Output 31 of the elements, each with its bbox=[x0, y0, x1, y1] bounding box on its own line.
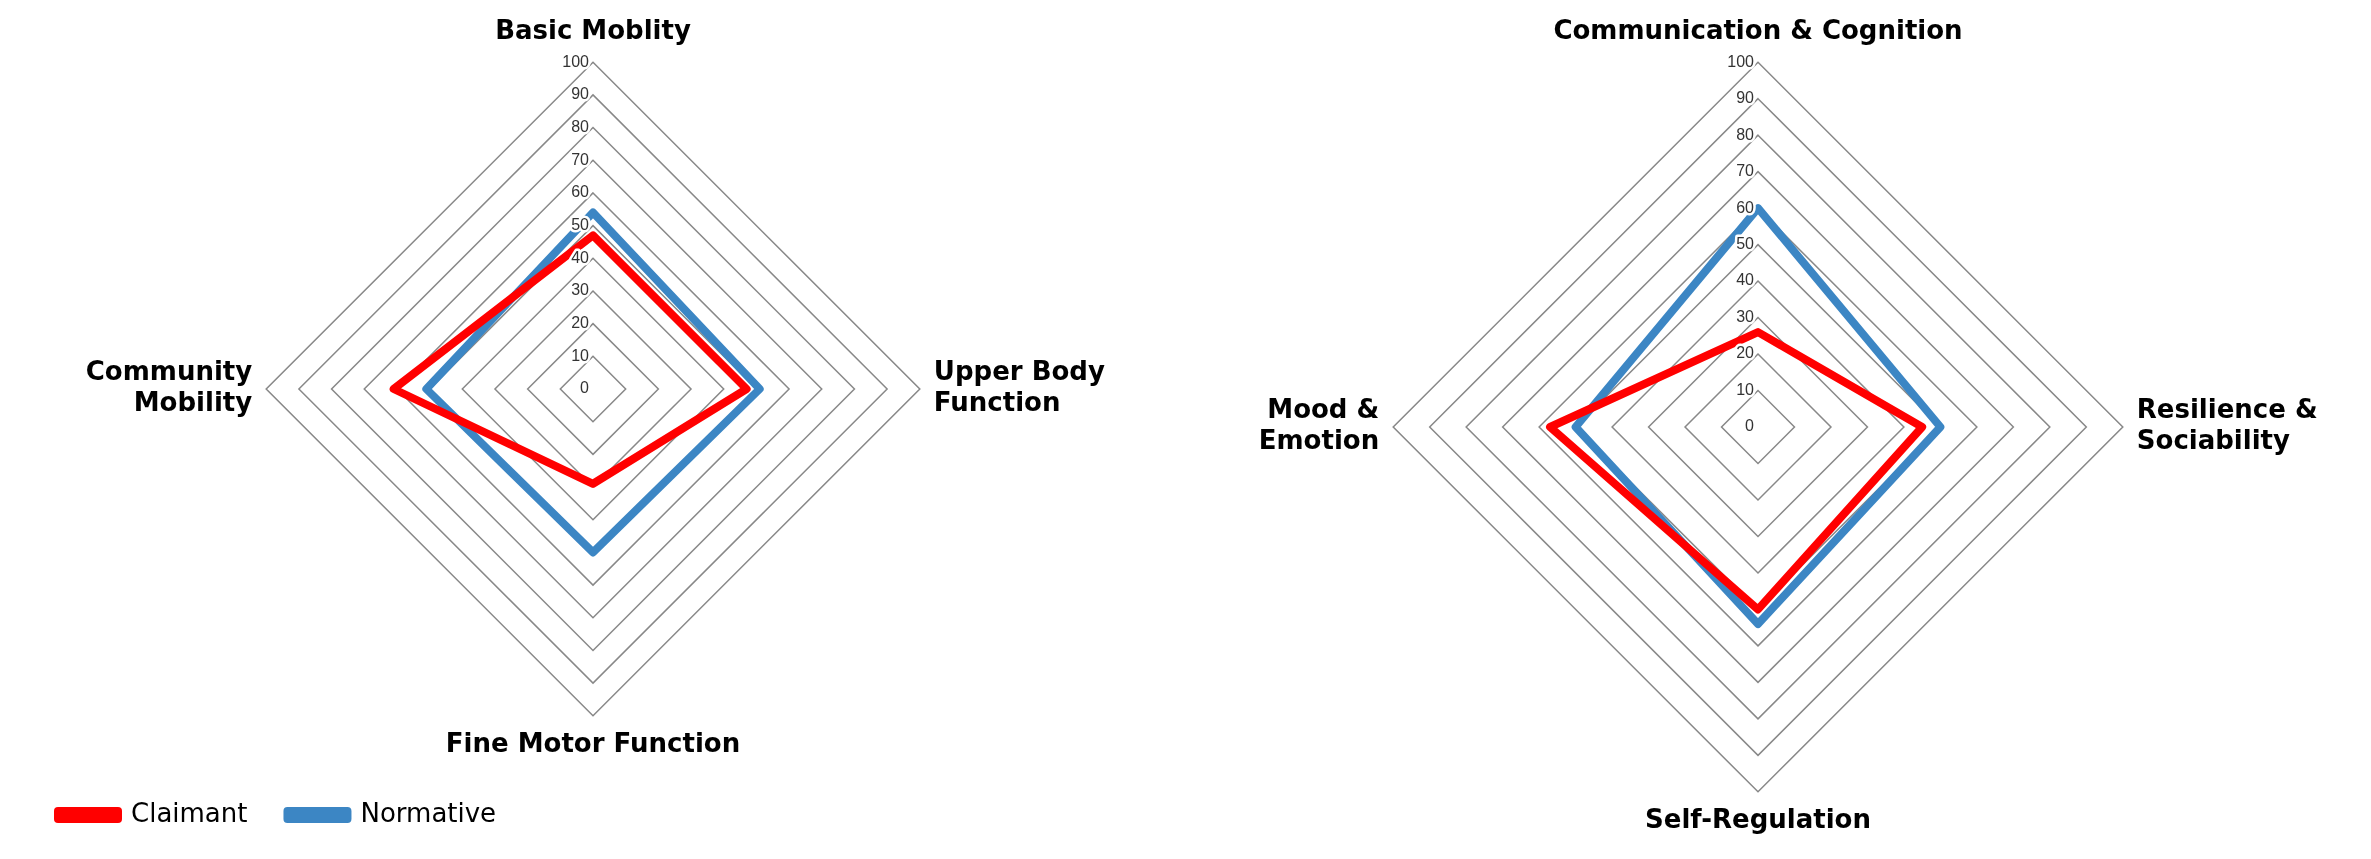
y-tick-label: 60 bbox=[1736, 198, 1755, 216]
legend-label: Normative bbox=[360, 797, 497, 828]
spoke-label: Upper Body Function bbox=[933, 356, 1105, 418]
y-tick-label: 40 bbox=[571, 248, 590, 266]
spoke-label: Mood & Emotion bbox=[1258, 394, 1380, 456]
spoke-label: Communication & Cognition bbox=[1553, 15, 1963, 46]
spoke-label: Self-Regulation bbox=[1645, 804, 1871, 835]
spoke-label: Basic Moblity bbox=[495, 15, 691, 46]
y-tick-label: 20 bbox=[1736, 344, 1755, 362]
y-tick-label: 50 bbox=[1736, 235, 1755, 253]
y-tick-label: 60 bbox=[571, 183, 590, 201]
y-tick-label: 10 bbox=[1736, 380, 1755, 398]
y-tick-label: 0 bbox=[1745, 417, 1755, 435]
y-tick-label: 10 bbox=[571, 346, 590, 364]
y-tick-label: 80 bbox=[571, 117, 590, 135]
y-tick-label: 30 bbox=[571, 281, 590, 299]
y-tick-label: 70 bbox=[571, 150, 590, 168]
y-tick-label: 80 bbox=[1736, 125, 1755, 143]
y-tick-label: 40 bbox=[1736, 271, 1755, 289]
y-tick-label: 20 bbox=[571, 314, 590, 332]
y-tick-label: 90 bbox=[571, 85, 590, 103]
spoke-label: Fine Motor Function bbox=[445, 728, 741, 759]
y-tick-label: 100 bbox=[1727, 52, 1755, 70]
legend-label: Claimant bbox=[131, 797, 248, 828]
y-tick-label: 90 bbox=[1736, 89, 1755, 107]
y-tick-label: 30 bbox=[1736, 307, 1755, 325]
spoke-label: Community Mobility bbox=[85, 356, 253, 418]
y-tick-label: 100 bbox=[562, 52, 590, 70]
y-tick-label: 70 bbox=[1736, 162, 1755, 180]
spoke-label: Resilience & Sociability bbox=[2136, 394, 2318, 456]
y-tick-label: 0 bbox=[580, 379, 590, 397]
